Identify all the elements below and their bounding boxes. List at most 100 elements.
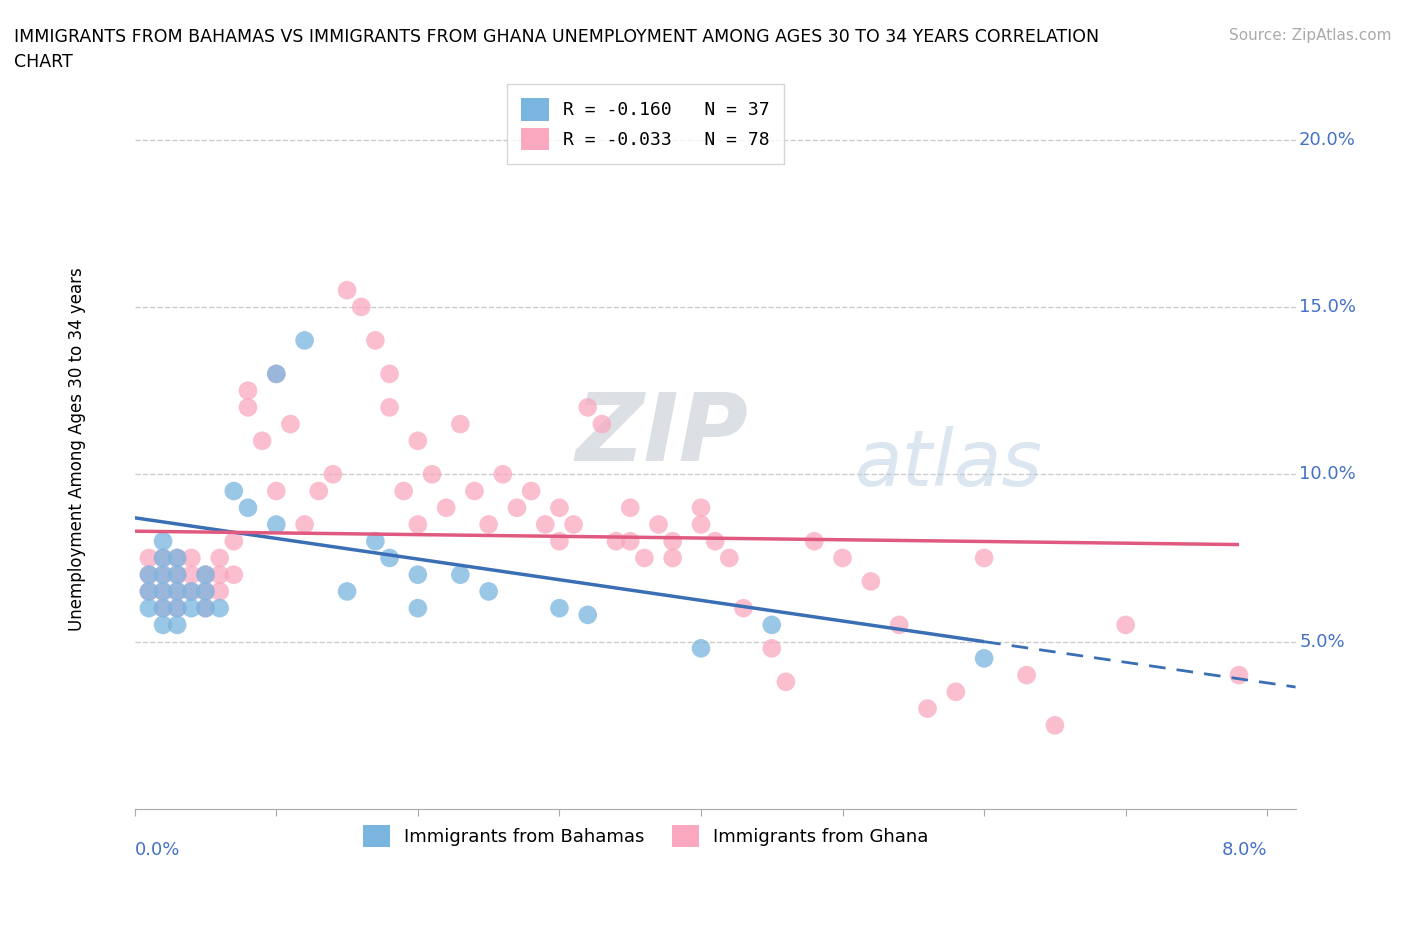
- Point: [208, 584, 231, 599]
- Point: [152, 534, 174, 549]
- Point: [973, 551, 995, 565]
- Point: [803, 534, 825, 549]
- Point: [548, 601, 571, 616]
- Text: Source: ZipAtlas.com: Source: ZipAtlas.com: [1229, 28, 1392, 43]
- Text: 0.0%: 0.0%: [135, 842, 180, 859]
- Point: [166, 567, 188, 582]
- Point: [138, 551, 160, 565]
- Point: [378, 551, 401, 565]
- Text: 20.0%: 20.0%: [1299, 130, 1355, 149]
- Point: [266, 366, 288, 381]
- Point: [208, 601, 231, 616]
- Point: [520, 484, 543, 498]
- Point: [180, 567, 202, 582]
- Point: [761, 641, 783, 656]
- Point: [548, 500, 571, 515]
- Point: [492, 467, 515, 482]
- Point: [831, 551, 853, 565]
- Point: [152, 601, 174, 616]
- Point: [449, 417, 471, 432]
- Point: [222, 567, 245, 582]
- Point: [406, 433, 429, 448]
- Point: [180, 601, 202, 616]
- Point: [180, 584, 202, 599]
- Point: [973, 651, 995, 666]
- Point: [534, 517, 557, 532]
- Point: [236, 383, 259, 398]
- Point: [889, 618, 911, 632]
- Text: Unemployment Among Ages 30 to 34 years: Unemployment Among Ages 30 to 34 years: [67, 267, 86, 631]
- Point: [138, 584, 160, 599]
- Point: [152, 551, 174, 565]
- Point: [478, 517, 501, 532]
- Point: [548, 534, 571, 549]
- Text: ZIP: ZIP: [576, 389, 749, 481]
- Point: [406, 567, 429, 582]
- Point: [364, 534, 387, 549]
- Text: 5.0%: 5.0%: [1299, 632, 1344, 651]
- Point: [166, 584, 188, 599]
- Point: [194, 584, 217, 599]
- Point: [208, 551, 231, 565]
- Point: [917, 701, 939, 716]
- Point: [236, 400, 259, 415]
- Point: [364, 333, 387, 348]
- Point: [208, 567, 231, 582]
- Point: [463, 484, 485, 498]
- Point: [138, 584, 160, 599]
- Point: [236, 500, 259, 515]
- Point: [166, 567, 188, 582]
- Point: [378, 400, 401, 415]
- Text: 8.0%: 8.0%: [1222, 842, 1267, 859]
- Point: [1015, 668, 1038, 683]
- Point: [576, 400, 599, 415]
- Point: [166, 584, 188, 599]
- Point: [194, 601, 217, 616]
- Text: IMMIGRANTS FROM BAHAMAS VS IMMIGRANTS FROM GHANA UNEMPLOYMENT AMONG AGES 30 TO 3: IMMIGRANTS FROM BAHAMAS VS IMMIGRANTS FR…: [14, 28, 1099, 71]
- Point: [945, 684, 967, 699]
- Point: [152, 618, 174, 632]
- Point: [605, 534, 627, 549]
- Point: [378, 366, 401, 381]
- Point: [222, 534, 245, 549]
- Point: [166, 601, 188, 616]
- Point: [690, 641, 713, 656]
- Point: [336, 584, 359, 599]
- Point: [718, 551, 741, 565]
- Point: [138, 567, 160, 582]
- Point: [152, 584, 174, 599]
- Point: [294, 333, 316, 348]
- Point: [562, 517, 585, 532]
- Point: [576, 607, 599, 622]
- Text: 15.0%: 15.0%: [1299, 298, 1355, 316]
- Point: [266, 484, 288, 498]
- Point: [690, 517, 713, 532]
- Point: [478, 584, 501, 599]
- Point: [619, 534, 641, 549]
- Point: [138, 567, 160, 582]
- Point: [434, 500, 457, 515]
- Point: [704, 534, 727, 549]
- Point: [194, 584, 217, 599]
- Point: [280, 417, 302, 432]
- Point: [250, 433, 273, 448]
- Point: [294, 517, 316, 532]
- Point: [392, 484, 415, 498]
- Point: [194, 601, 217, 616]
- Point: [194, 567, 217, 582]
- Point: [166, 618, 188, 632]
- Point: [222, 484, 245, 498]
- Point: [1043, 718, 1066, 733]
- Point: [406, 517, 429, 532]
- Text: 10.0%: 10.0%: [1299, 465, 1355, 484]
- Point: [661, 551, 683, 565]
- Point: [166, 601, 188, 616]
- Point: [180, 584, 202, 599]
- Point: [166, 551, 188, 565]
- Point: [336, 283, 359, 298]
- Point: [619, 500, 641, 515]
- Point: [859, 574, 882, 589]
- Point: [350, 299, 373, 314]
- Point: [138, 601, 160, 616]
- Point: [647, 517, 669, 532]
